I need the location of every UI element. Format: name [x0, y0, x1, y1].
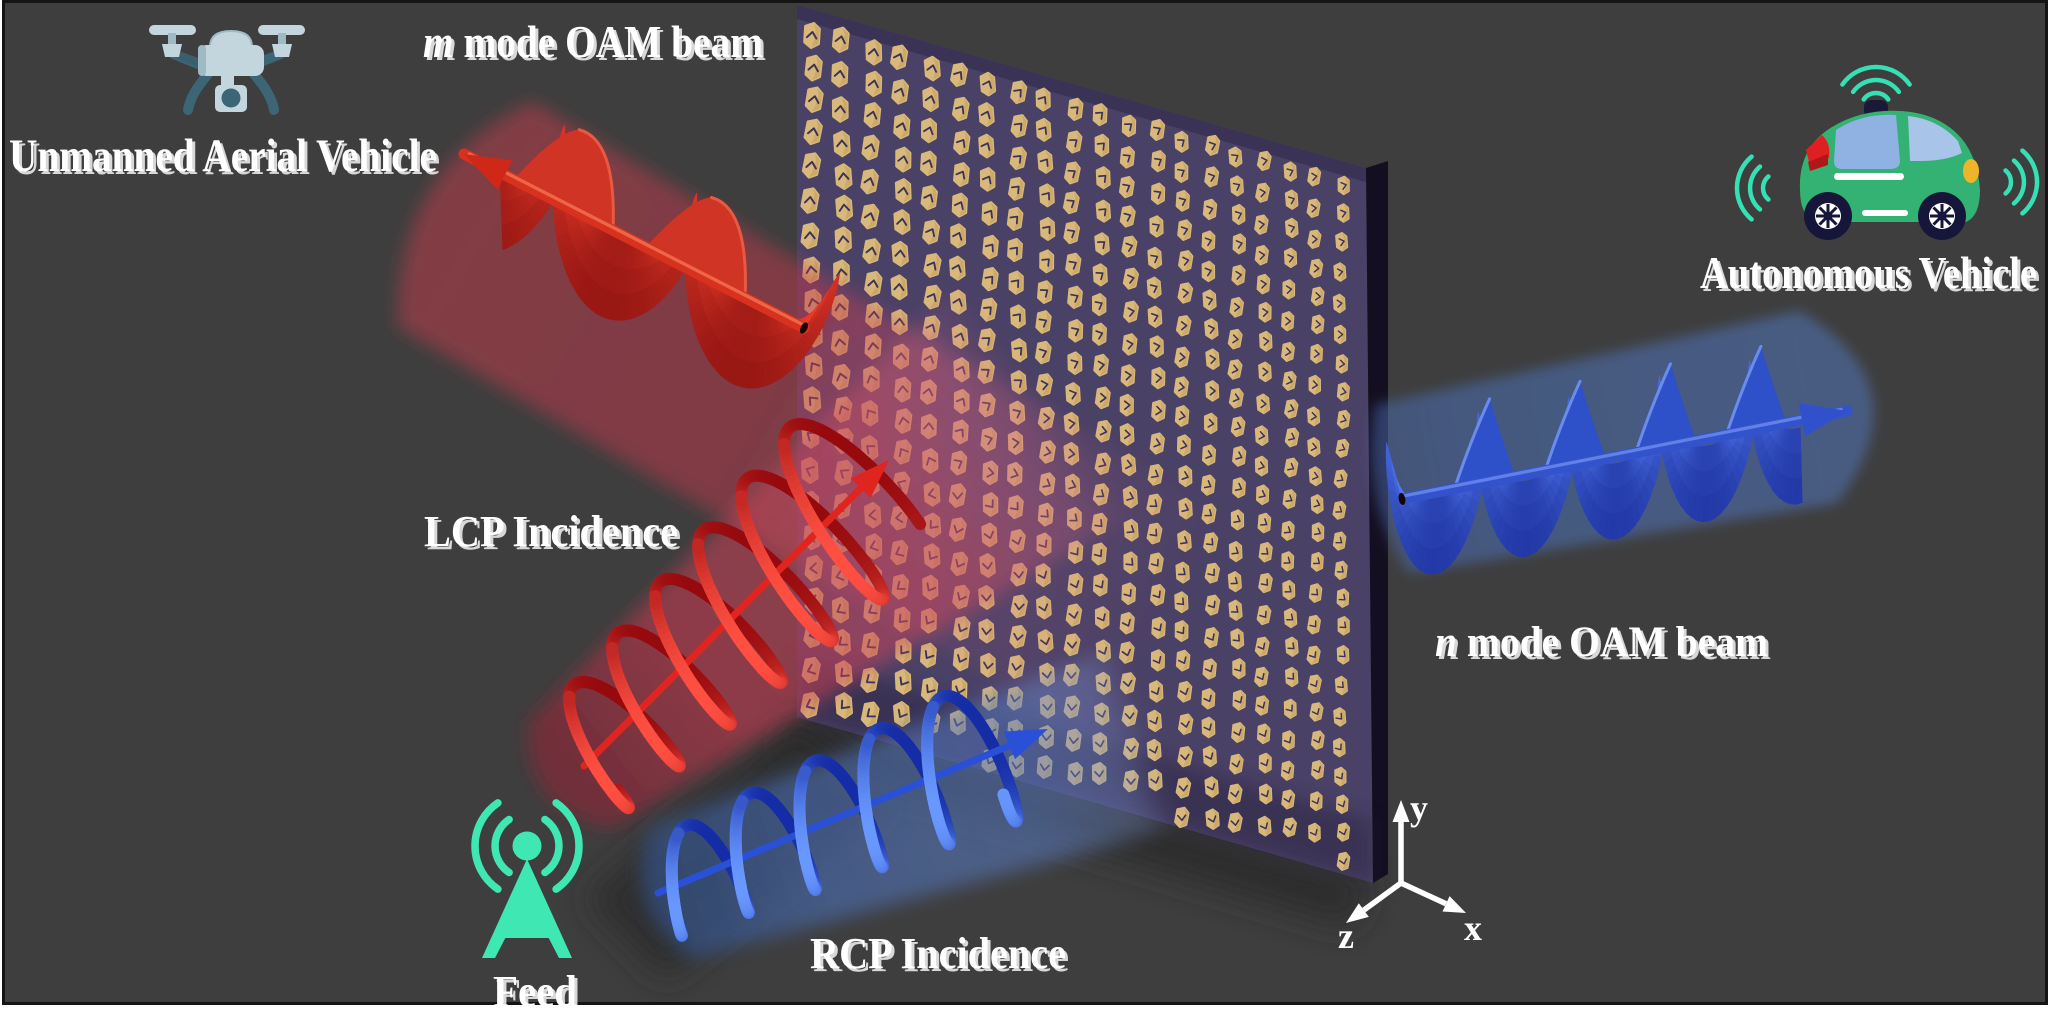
svg-text:Feed: Feed: [496, 970, 580, 1009]
svg-text:RCP Incidence: RCP Incidence: [810, 929, 1066, 978]
svg-text:LCP Incidence: LCP Incidence: [427, 510, 681, 559]
svg-text:m mode OAM beam: m mode OAM beam: [423, 16, 763, 67]
svg-text:m mode OAM beam: m mode OAM beam: [426, 19, 766, 70]
svg-text:z: z: [1338, 916, 1354, 956]
svg-text:RCP Incidence: RCP Incidence: [813, 932, 1069, 981]
svg-text:Autonomous Vehicle: Autonomous Vehicle: [1700, 247, 2037, 298]
svg-text:x: x: [1464, 908, 1482, 948]
svg-text:Unmanned Aerial Vehicle: Unmanned Aerial Vehicle: [12, 133, 440, 185]
svg-text:Feed: Feed: [493, 967, 577, 1009]
svg-text:n mode OAM beam: n mode OAM beam: [1435, 619, 1768, 666]
svg-text:Unmanned Aerial Vehicle: Unmanned Aerial Vehicle: [9, 130, 437, 182]
svg-text:y: y: [1410, 788, 1428, 828]
svg-text:Autonomous Vehicle: Autonomous Vehicle: [1703, 250, 2040, 301]
svg-text:LCP Incidence: LCP Incidence: [424, 507, 678, 556]
svg-text:n mode OAM beam: n mode OAM beam: [1438, 622, 1771, 669]
